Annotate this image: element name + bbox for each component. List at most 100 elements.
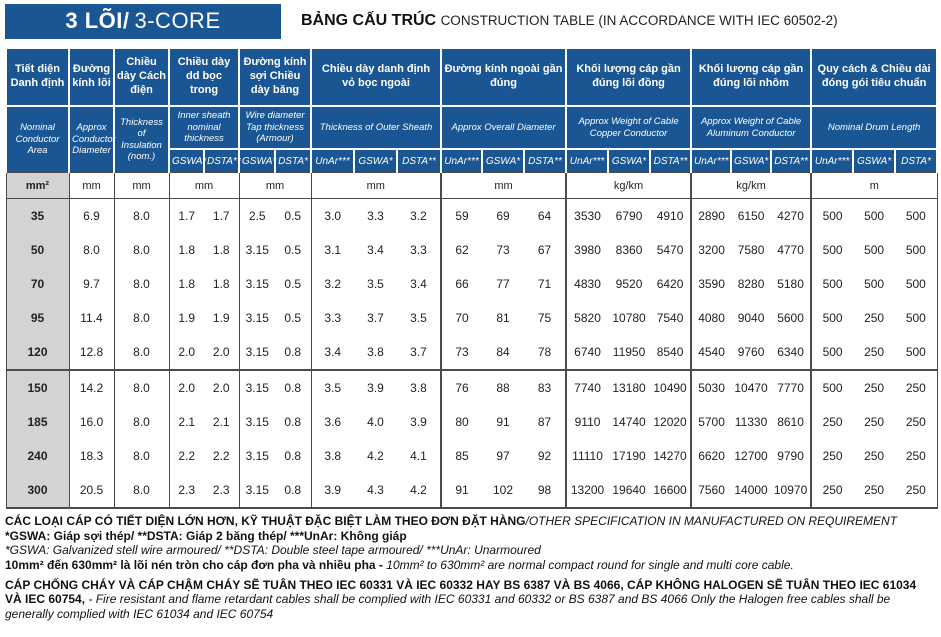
- value-cell: 3.8: [397, 369, 441, 405]
- value-cell: 5470: [656, 243, 684, 257]
- value-cell: 500: [895, 267, 938, 301]
- unit-cell: mm: [168, 172, 239, 199]
- armour-type-header: UnAr***: [440, 148, 483, 173]
- value-cell: 250: [810, 473, 854, 509]
- value-cell: 3.6: [310, 405, 354, 439]
- value-cell: 3.1: [310, 233, 354, 267]
- value-cell: 73: [440, 335, 482, 370]
- col-header-en: Approx Weight of Cable Copper Conductor: [565, 105, 693, 150]
- value-cell: 75: [537, 311, 552, 325]
- value-cell: 92: [537, 449, 552, 463]
- armour-type-header: DSTA**: [649, 148, 693, 173]
- value-cell: 8.0: [68, 233, 114, 267]
- value-cell: 500: [864, 243, 885, 257]
- value-cell: 91: [496, 415, 510, 429]
- value-cell: 7580: [737, 243, 765, 257]
- value-cell: 250: [895, 473, 938, 509]
- value-cell: 0.8: [284, 449, 302, 463]
- value-cell: 3.15: [238, 405, 275, 439]
- value-cell: 71: [537, 277, 552, 291]
- col-header-vi: Tiết diện Danh định: [5, 47, 70, 107]
- col-header-vi: Khối lượng cáp gần đúng lõi đồng: [565, 47, 693, 107]
- value-cell: 8.0: [113, 439, 169, 473]
- col-header-vi: Đường kính lõi: [68, 47, 115, 107]
- value-cell: 9040: [737, 311, 765, 325]
- badge-light-text: 3-CORE: [134, 8, 221, 33]
- value-cell: 67: [537, 243, 552, 257]
- table-body: 35 6.9 8.0 1.7 1.7 2.5 0.5 3.0 3.3 3.2 59 69 64 3530 6…: [5, 198, 938, 509]
- value-cell: 11.4: [68, 301, 114, 335]
- table-row: 150 14.2 8.0 2.0 2.0 3.15 0.8 3.5 3.9 3.8 76 88 83 77…: [5, 369, 938, 405]
- value-cell: 102: [482, 473, 524, 509]
- value-cell: 6790: [615, 209, 643, 223]
- value-cell: 80: [440, 405, 482, 439]
- value-cell: 3.4: [410, 277, 427, 291]
- value-cell: 17190: [612, 449, 646, 463]
- value-cell: 250: [864, 345, 885, 359]
- value-cell: 20.5: [68, 473, 114, 509]
- value-cell: 0.5: [284, 243, 302, 257]
- size-cell: 95: [5, 301, 70, 335]
- size-cell: 35: [5, 198, 70, 233]
- value-cell: 3.5: [410, 311, 427, 325]
- value-cell: 78: [537, 345, 552, 359]
- value-cell: 3.3: [367, 209, 384, 223]
- value-cell: 2.3: [204, 473, 239, 509]
- value-cell: 0.5: [284, 209, 302, 223]
- value-cell: 3.0: [310, 198, 354, 233]
- col-header-en: Approx Overall Diameter: [439, 105, 568, 150]
- armour-type-header: GSWA*: [481, 148, 525, 173]
- note-line: *GSWA: Galvanized stell wire armoured/ *…: [5, 543, 541, 558]
- armour-type-header: UnAr***: [310, 148, 355, 173]
- value-cell: 0.5: [284, 311, 302, 325]
- value-cell: 13180: [608, 369, 651, 405]
- armour-type-header: DSTA**: [396, 148, 442, 173]
- value-cell: 3.8: [310, 439, 354, 473]
- value-cell: 3.5: [367, 277, 384, 291]
- value-cell: 10490: [650, 369, 692, 405]
- col-header-vi: Quy cách & Chiều dài đóng gói tiêu chuẩn: [810, 47, 939, 107]
- value-cell: 2.5: [238, 198, 275, 233]
- value-cell: 5180: [777, 277, 804, 291]
- table-row: 70 9.7 8.0 1.8 1.8 3.15 0.5 3.2 3.5 3.4 66 77 71 4830…: [5, 267, 938, 301]
- value-cell: 8610: [777, 415, 804, 429]
- value-cell: 3530: [565, 198, 609, 233]
- value-cell: 83: [524, 369, 567, 405]
- value-cell: 500: [864, 277, 885, 291]
- value-cell: 500: [895, 335, 938, 370]
- value-cell: 0.8: [275, 369, 311, 405]
- value-cell: 14740: [612, 415, 646, 429]
- col-header-en: Nominal Drum Length: [810, 105, 939, 150]
- value-cell: 0.8: [284, 345, 302, 359]
- value-cell: 500: [864, 209, 885, 223]
- value-cell: 6420: [656, 277, 684, 291]
- value-cell: 16.0: [68, 405, 114, 439]
- value-cell: 4.2: [397, 473, 441, 509]
- value-cell: 10470: [731, 369, 772, 405]
- table-row: 95 11.4 8.0 1.9 1.9 3.15 0.5 3.3 3.7 3.5 70 81 75 582…: [5, 301, 938, 335]
- col-header-vi: Khối lượng cáp gần đúng lõi nhôm: [690, 47, 813, 107]
- value-cell: 2.0: [168, 335, 204, 370]
- value-cell: 7770: [771, 369, 812, 405]
- col-header-vi: Chiều dày danh định vỏ bọc ngoài: [310, 47, 442, 107]
- value-cell: 4.3: [354, 473, 397, 509]
- note-line: CÁC LOẠI CÁP CÓ TIẾT DIỆN LỚN HƠN, KỸ TH…: [5, 514, 898, 528]
- value-cell: 3.4: [367, 243, 384, 257]
- value-cell: 5030: [690, 369, 732, 405]
- value-cell: 500: [895, 233, 938, 267]
- col-header-vi: Đường kính ngoài gần đúng: [439, 47, 568, 107]
- size-cell: 300: [5, 473, 70, 509]
- armour-type-header: GSWA*: [168, 148, 206, 173]
- value-cell: 4080: [690, 301, 732, 335]
- value-cell: 500: [810, 267, 854, 301]
- value-cell: 69: [496, 209, 510, 223]
- value-cell: 0.5: [284, 277, 302, 291]
- value-cell: 250: [810, 405, 854, 439]
- value-cell: 6740: [565, 335, 609, 370]
- value-cell: 77: [496, 277, 510, 291]
- value-cell: 6150: [737, 209, 765, 223]
- col-header-en: Nominal Conductor Area: [5, 105, 70, 173]
- value-cell: 2.2: [168, 439, 204, 473]
- value-cell: 7540: [656, 311, 684, 325]
- value-cell: 7560: [690, 473, 732, 509]
